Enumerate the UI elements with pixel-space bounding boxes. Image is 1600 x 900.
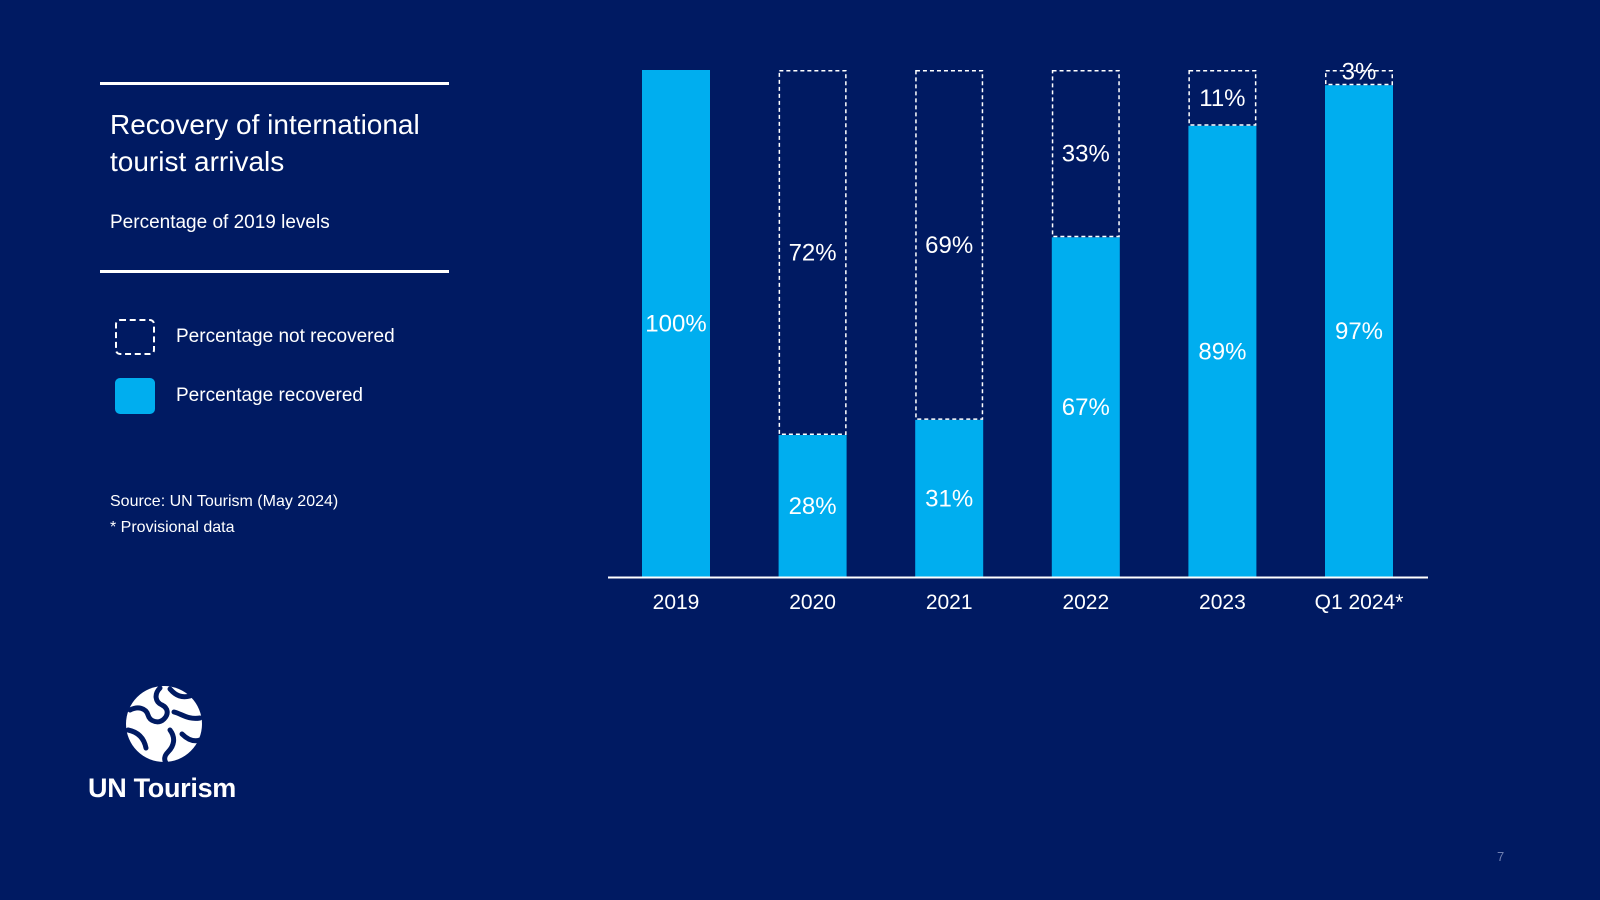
provisional-note: * Provisional data [110, 519, 235, 536]
x-tick-label-2022: 2022 [1062, 591, 1109, 614]
x-tick-label-2023: 2023 [1199, 591, 1246, 614]
chart-subtitle: Percentage of 2019 levels [110, 212, 330, 233]
legend-label-not-recovered: Percentage not recovered [176, 326, 395, 347]
bar-not-recovered-2023 [1188, 70, 1257, 126]
source-line: Source: UN Tourism (May 2024) [110, 493, 339, 510]
label-not-recovered-2020: 72% [789, 240, 837, 267]
un-tourism-logo: UN Tourism [86, 684, 246, 804]
x-tick-label-2020: 2020 [789, 591, 836, 614]
bar-recovered-2021 [915, 419, 984, 577]
bar-recovered-2019 [642, 70, 710, 577]
bar-not-recovered-2020 [778, 70, 847, 436]
bar-recovered-2020 [778, 435, 847, 577]
x-tick-label-2021: 2021 [926, 591, 973, 614]
bar-recovered-2023 [1188, 125, 1257, 578]
globe-icon [125, 685, 203, 764]
source-note: Source: UN Tourism (May 2024) * Provisio… [110, 489, 338, 541]
label-recovered-2023: 89% [1198, 338, 1246, 365]
label-not-recovered-2021: 69% [925, 232, 973, 259]
x-tick-label-2019: 2019 [653, 591, 700, 614]
label-not-recovered-2022: 33% [1062, 141, 1110, 168]
bar-not-recovered-2022 [1051, 70, 1120, 238]
label-recovered-2022: 67% [1062, 394, 1110, 421]
x-tick-label-q1-2024: Q1 2024* [1315, 591, 1404, 614]
label-recovered-q1-2024: 97% [1335, 318, 1383, 345]
label-recovered-2021: 31% [925, 485, 973, 512]
label-not-recovered-q1-2024: 3% [1342, 59, 1377, 86]
legend-swatch-not-recovered [115, 319, 155, 355]
label-recovered-2020: 28% [789, 493, 837, 520]
page-number: 7 [1497, 849, 1505, 864]
bar-not-recovered-2021 [915, 70, 984, 420]
legend-swatch-recovered [115, 378, 155, 414]
title-bottom-rule [100, 270, 449, 273]
legend-item-recovered: Percentage recovered [115, 377, 363, 415]
bar-not-recovered-q1-2024 [1325, 70, 1393, 86]
title-top-rule [100, 82, 449, 85]
logo-wordmark: UN Tourism [88, 773, 237, 803]
legend-label-recovered: Percentage recovered [176, 385, 363, 406]
label-not-recovered-2023: 11% [1199, 85, 1245, 112]
legend-item-not-recovered: Percentage not recovered [115, 318, 395, 356]
bar-recovered-2022 [1051, 237, 1120, 577]
label-recovered-2019: 100% [645, 311, 706, 338]
chart-title: Recovery of international tourist arriva… [110, 109, 420, 177]
bar-recovered-q1-2024 [1325, 85, 1393, 578]
